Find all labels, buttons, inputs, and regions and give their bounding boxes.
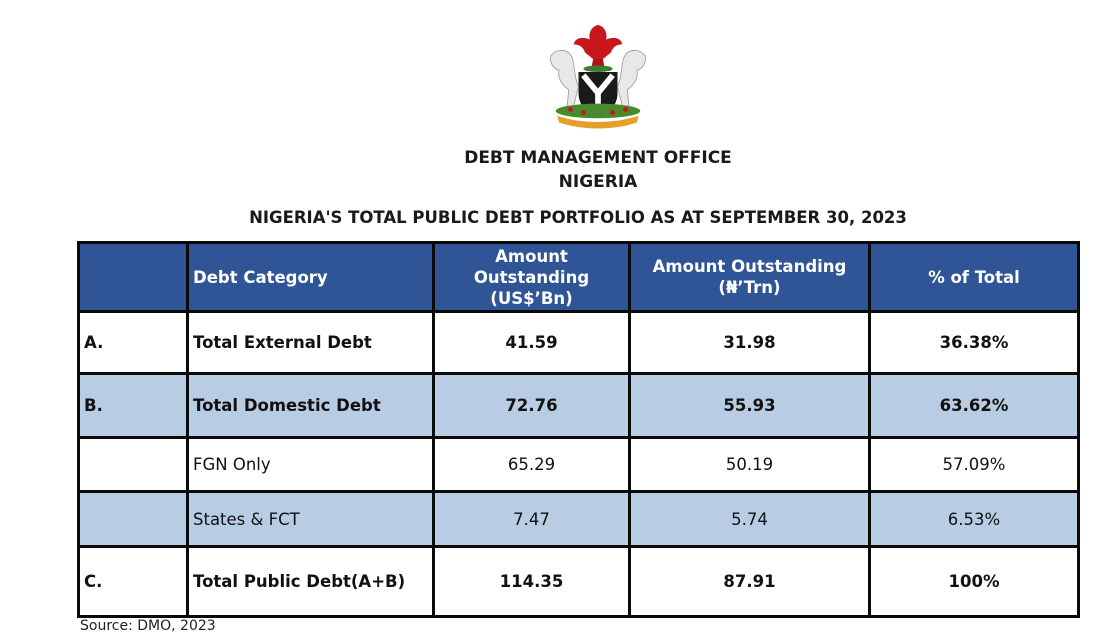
row-label: A. bbox=[77, 310, 189, 375]
org-name: DEBT MANAGEMENT OFFICE bbox=[464, 148, 732, 168]
coat-of-arms-icon bbox=[550, 24, 646, 129]
row-pct-total: 63.62% bbox=[868, 372, 1080, 439]
table-row: States & FCT 7.47 5.74 6.53% bbox=[77, 490, 1080, 548]
row-pct-total: 100% bbox=[868, 545, 1080, 618]
row-pct-total: 36.38% bbox=[868, 310, 1080, 375]
table-row: C. Total Public Debt(A+B) 114.35 87.91 1… bbox=[77, 545, 1080, 618]
header-pct-total: % of Total bbox=[868, 241, 1080, 313]
org-country: NIGERIA bbox=[558, 172, 638, 192]
row-amount-usd: 41.59 bbox=[432, 310, 631, 375]
row-amount-usd: 65.29 bbox=[432, 436, 631, 493]
row-amount-ngn: 87.91 bbox=[628, 545, 871, 618]
header-amount-usd-line2: (US$’Bn) bbox=[490, 288, 573, 308]
row-amount-ngn: 55.93 bbox=[628, 372, 871, 439]
header-debt-category: Debt Category bbox=[186, 241, 435, 313]
row-amount-usd: 72.76 bbox=[432, 372, 631, 439]
row-pct-total: 6.53% bbox=[868, 490, 1080, 548]
row-amount-usd: 114.35 bbox=[432, 545, 631, 618]
row-label: B. bbox=[77, 372, 189, 439]
row-category: Total External Debt bbox=[186, 310, 435, 375]
row-amount-ngn: 31.98 bbox=[628, 310, 871, 375]
row-label bbox=[77, 436, 189, 493]
row-label: C. bbox=[77, 545, 189, 618]
header-amount-usd: Amount Outstanding (US$’Bn) bbox=[432, 241, 631, 313]
table-row: A. Total External Debt 41.59 31.98 36.38… bbox=[77, 310, 1080, 375]
row-category: FGN Only bbox=[186, 436, 435, 493]
row-label bbox=[77, 490, 189, 548]
debt-portfolio-table: Debt Category Amount Outstanding (US$’Bn… bbox=[77, 241, 1080, 618]
header-amount-ngn: Amount Outstanding (₦’Trn) bbox=[628, 241, 871, 313]
row-category: Total Public Debt(A+B) bbox=[186, 545, 435, 618]
source-note: Source: DMO, 2023 bbox=[80, 618, 216, 634]
report-title: NIGERIA'S TOTAL PUBLIC DEBT PORTFOLIO AS… bbox=[249, 208, 907, 227]
row-category: Total Domestic Debt bbox=[186, 372, 435, 439]
header-amount-usd-line1: Amount Outstanding bbox=[473, 246, 590, 287]
table-row: FGN Only 65.29 50.19 57.09% bbox=[77, 436, 1080, 493]
row-pct-total: 57.09% bbox=[868, 436, 1080, 493]
row-amount-ngn: 50.19 bbox=[628, 436, 871, 493]
row-amount-usd: 7.47 bbox=[432, 490, 631, 548]
header-amount-ngn-line1: Amount Outstanding bbox=[652, 257, 847, 276]
table-header-row: Debt Category Amount Outstanding (US$’Bn… bbox=[77, 241, 1080, 313]
header-label-col bbox=[77, 241, 189, 313]
row-category: States & FCT bbox=[186, 490, 435, 548]
table-row: B. Total Domestic Debt 72.76 55.93 63.62… bbox=[77, 372, 1080, 439]
header-amount-ngn-line2: (₦’Trn) bbox=[718, 278, 781, 297]
row-amount-ngn: 5.74 bbox=[628, 490, 871, 548]
